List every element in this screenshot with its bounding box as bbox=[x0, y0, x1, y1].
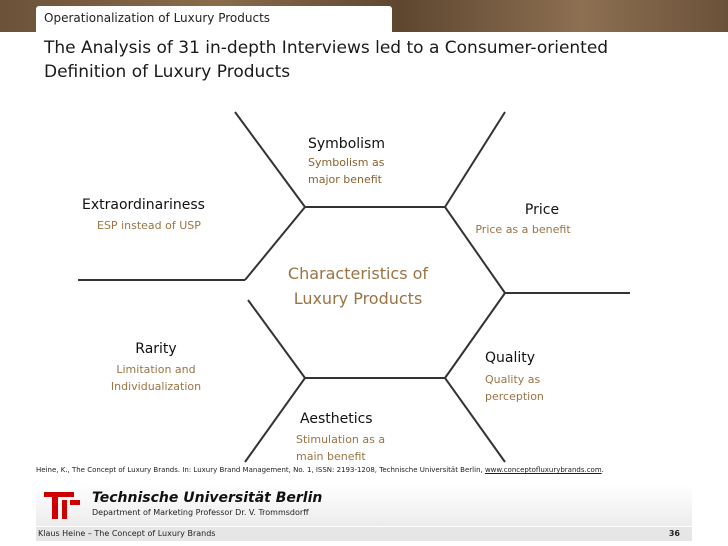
author-bar: Klaus Heine – The Concept of Luxury Bran… bbox=[36, 527, 692, 541]
node-label: Price bbox=[525, 202, 559, 218]
diagram-lines bbox=[78, 111, 630, 463]
center-label: Luxury Products bbox=[294, 289, 423, 308]
node-label: Rarity bbox=[135, 341, 176, 357]
citation-text: Heine, K., The Concept of Luxury Brands.… bbox=[36, 466, 485, 474]
node-detail: Quality as bbox=[485, 373, 541, 386]
section-label: Operationalization of Luxury Products bbox=[36, 6, 392, 32]
node-detail: major benefit bbox=[308, 173, 383, 186]
center-label: Characteristics of bbox=[288, 264, 429, 283]
citation: Heine, K., The Concept of Luxury Brands.… bbox=[36, 466, 604, 474]
node-detail: main benefit bbox=[296, 450, 366, 463]
node-detail: Limitation and bbox=[116, 363, 195, 376]
node-detail: Stimulation as a bbox=[296, 433, 385, 446]
node-label: Symbolism bbox=[308, 136, 385, 152]
node-detail: Price as a benefit bbox=[475, 223, 571, 236]
department: Department of Marketing Professor Dr. V.… bbox=[92, 508, 309, 517]
node-label: Extraordinariness bbox=[82, 197, 205, 213]
footer-bar bbox=[36, 484, 692, 526]
node-detail: perception bbox=[485, 390, 544, 403]
node-label: Aesthetics bbox=[300, 411, 373, 427]
page-number: 36 bbox=[668, 529, 680, 538]
author: Klaus Heine – The Concept of Luxury Bran… bbox=[38, 529, 216, 538]
node-detail: Individualization bbox=[111, 380, 201, 393]
node-label: Quality bbox=[485, 350, 535, 366]
title-line: Definition of Luxury Products bbox=[44, 62, 291, 82]
node-detail: ESP instead of USP bbox=[97, 219, 201, 232]
citation-link[interactable]: www.conceptofluxurybrands.com bbox=[484, 466, 602, 474]
citation-end: . bbox=[601, 466, 604, 474]
slide-title: The Analysis of 31 in-depth Interviews l… bbox=[44, 36, 684, 84]
university: Technische Universität Berlin bbox=[92, 490, 323, 506]
node-detail: Symbolism as bbox=[308, 156, 385, 169]
title-line: The Analysis of 31 in-depth Interviews l… bbox=[44, 38, 609, 58]
